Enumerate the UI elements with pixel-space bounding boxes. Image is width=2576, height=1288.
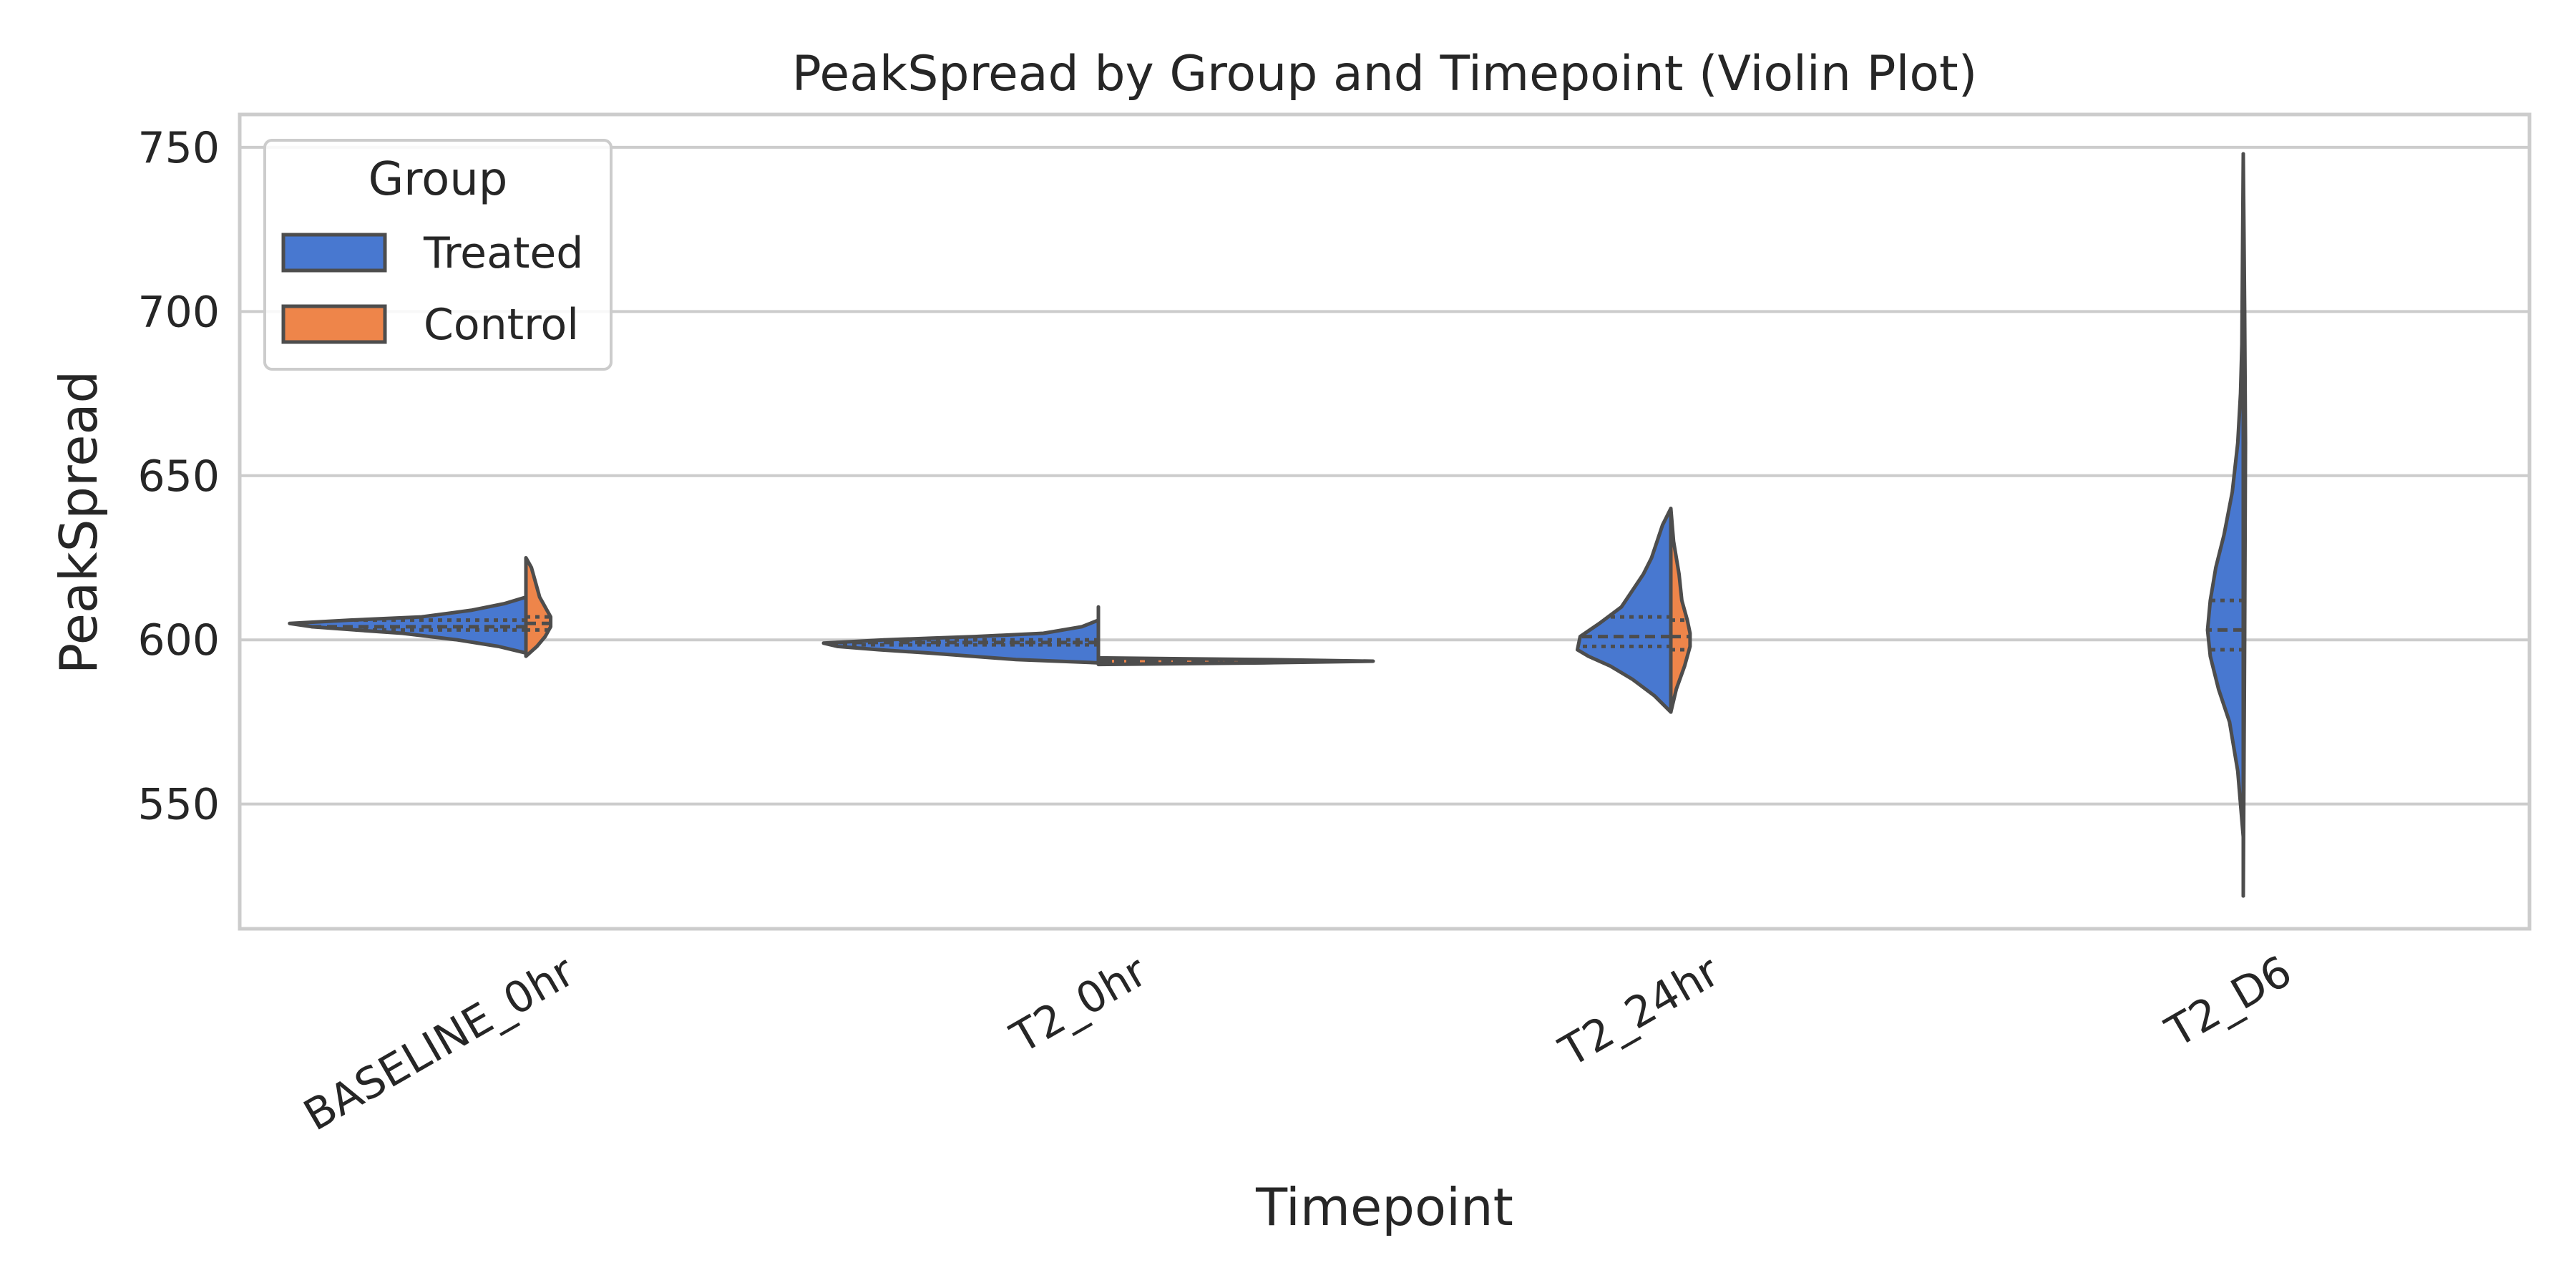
violin-treated-t2-24hr[interactable] [1575, 507, 1673, 714]
plot-frame [238, 112, 2532, 931]
violin-control-t2-24hr[interactable] [1669, 507, 1692, 714]
y-tick-label: 750 [137, 123, 220, 173]
y-tick-labels: 550 600 650 700 750 [137, 123, 220, 830]
y-tick-label: 600 [137, 615, 220, 665]
violin-control-baseline-0hr[interactable] [524, 555, 553, 658]
gridlines [240, 145, 2529, 806]
legend-title: Group [369, 153, 508, 206]
chart-title: PeakSpread by Group and Timepoint (Violi… [792, 46, 1977, 102]
y-tick-label: 650 [137, 452, 220, 502]
violin-control-t2-d6[interactable] [2241, 152, 2248, 898]
violin-treated-t2-d6[interactable] [2205, 152, 2245, 898]
legend[interactable]: Group Treated Control [263, 139, 613, 371]
y-tick-label: 550 [137, 780, 220, 830]
legend-label-control: Control [424, 300, 579, 350]
violins [288, 152, 2248, 898]
legend-swatch-control[interactable] [281, 304, 387, 344]
y-tick-label: 700 [137, 287, 220, 337]
legend-label-treated: Treated [423, 228, 583, 278]
legend-swatch-treated[interactable] [281, 233, 387, 273]
x-axis-label: Timepoint [1255, 1177, 1513, 1237]
y-axis-label: PeakSpread [49, 371, 109, 675]
